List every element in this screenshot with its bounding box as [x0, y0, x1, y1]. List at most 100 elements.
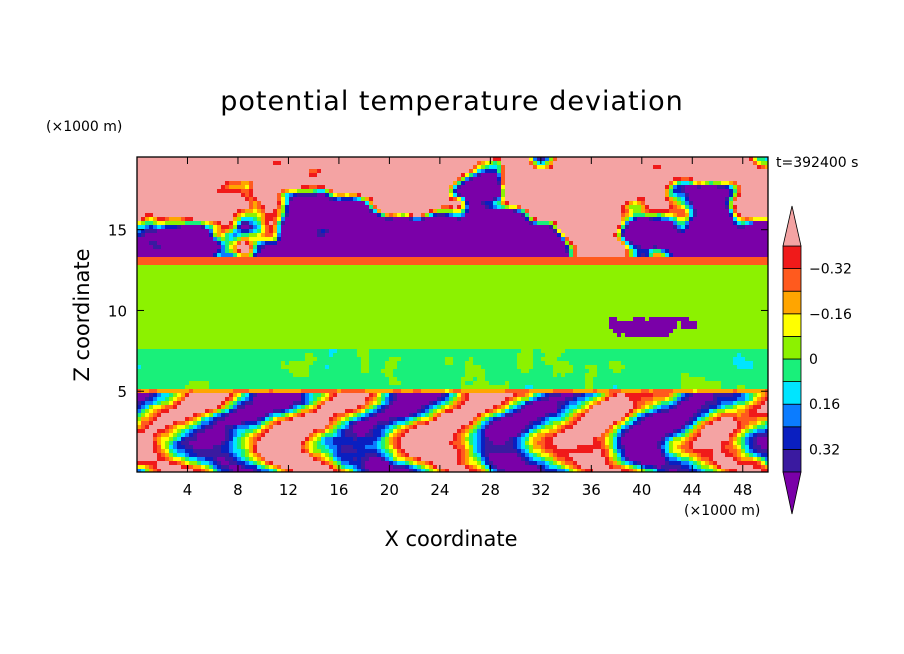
heatmap-cell — [221, 213, 226, 218]
heatmap-cell — [665, 269, 670, 274]
heatmap-cell — [433, 253, 438, 258]
heatmap-cell — [465, 269, 470, 274]
heatmap-cell — [541, 165, 546, 170]
heatmap-cell — [661, 173, 666, 178]
heatmap-cell — [505, 197, 510, 202]
heatmap-cell — [497, 249, 502, 254]
heatmap-cell — [253, 181, 258, 186]
heatmap-cell — [377, 205, 382, 210]
heatmap-cell — [237, 205, 242, 210]
heatmap-cell — [333, 209, 338, 214]
heatmap-cell — [685, 233, 690, 238]
heatmap-cell — [197, 261, 202, 266]
heatmap-cell — [341, 221, 346, 226]
heatmap-cell — [253, 233, 258, 238]
heatmap-cell — [713, 253, 718, 258]
heatmap-cell — [381, 249, 386, 254]
heatmap-cell — [505, 245, 510, 250]
heatmap-cell — [609, 217, 614, 222]
heatmap-cell — [437, 261, 442, 266]
heatmap-cell — [497, 209, 502, 214]
heatmap-cell — [329, 161, 334, 166]
heatmap-cell — [161, 261, 166, 266]
heatmap-cell — [185, 241, 190, 246]
heatmap-cell — [557, 181, 562, 186]
heatmap-cell — [193, 189, 198, 194]
heatmap-cell — [657, 265, 662, 270]
heatmap-cell — [321, 157, 326, 162]
heatmap-cell — [189, 161, 194, 166]
heatmap-cell — [521, 257, 526, 262]
heatmap-cell — [585, 185, 590, 190]
heatmap-cell — [305, 237, 310, 242]
heatmap-cell — [765, 177, 768, 182]
heatmap-cell — [721, 237, 726, 242]
heatmap-cell — [537, 253, 542, 258]
heatmap-cell — [525, 225, 530, 230]
heatmap-cell — [661, 229, 666, 234]
heatmap-cell — [325, 265, 330, 270]
heatmap-cell — [469, 189, 474, 194]
heatmap-cell — [145, 277, 150, 282]
heatmap-cell — [473, 177, 478, 182]
heatmap-cell — [433, 269, 438, 274]
heatmap-cell — [161, 165, 166, 170]
heatmap-cell — [441, 265, 446, 270]
heatmap-cell — [405, 165, 410, 170]
heatmap-cell — [329, 249, 334, 254]
heatmap-cell — [417, 217, 422, 222]
heatmap-cell — [661, 209, 666, 214]
heatmap-cell — [377, 245, 382, 250]
heatmap-cell — [421, 205, 426, 210]
heatmap-cell — [761, 269, 766, 274]
heatmap-cell — [529, 161, 534, 166]
heatmap-cell — [477, 205, 482, 210]
heatmap-cell — [541, 277, 546, 282]
heatmap-cell — [517, 241, 522, 246]
heatmap-cell — [521, 197, 526, 202]
heatmap-cell — [301, 245, 306, 250]
heatmap-cell — [609, 169, 614, 174]
heatmap-cell — [317, 277, 322, 282]
heatmap-cell — [205, 185, 210, 190]
heatmap-cell — [225, 157, 230, 162]
heatmap-cell — [341, 213, 346, 218]
heatmap-cell — [709, 197, 714, 202]
heatmap-cell — [421, 193, 426, 198]
heatmap-cell — [385, 205, 390, 210]
heatmap-cell — [425, 169, 430, 174]
heatmap-cell — [229, 161, 234, 166]
heatmap-cell — [597, 193, 602, 198]
heatmap-cell — [349, 237, 354, 242]
heatmap-cell — [213, 225, 218, 230]
heatmap-cell — [153, 245, 158, 250]
heatmap-cell — [321, 209, 326, 214]
heatmap-cell — [497, 173, 502, 178]
heatmap-cell — [545, 173, 550, 178]
heatmap-cell — [761, 177, 766, 182]
heatmap-cell — [501, 237, 506, 242]
heatmap-cell — [589, 249, 594, 254]
heatmap-cell — [605, 177, 610, 182]
heatmap-cell — [693, 161, 698, 166]
heatmap-cell — [405, 193, 410, 198]
heatmap-cell — [553, 269, 558, 274]
heatmap-cell — [617, 229, 622, 234]
heatmap-cell — [637, 269, 642, 274]
heatmap-cell — [565, 177, 570, 182]
heatmap-cell — [605, 185, 610, 190]
heatmap-cell — [721, 165, 726, 170]
heatmap-cell — [281, 233, 286, 238]
heatmap-cell — [765, 241, 768, 246]
heatmap-cell — [653, 205, 658, 210]
heatmap-cell — [261, 169, 266, 174]
heatmap-cell — [501, 165, 506, 170]
heatmap-cell — [577, 193, 582, 198]
heatmap-cell — [217, 193, 222, 198]
heatmap-cell — [357, 173, 362, 178]
heatmap-cell — [313, 185, 318, 190]
heatmap-cell — [261, 225, 266, 230]
heatmap-cell — [233, 209, 238, 214]
heatmap-cell — [337, 217, 342, 222]
heatmap-cell — [693, 205, 698, 210]
